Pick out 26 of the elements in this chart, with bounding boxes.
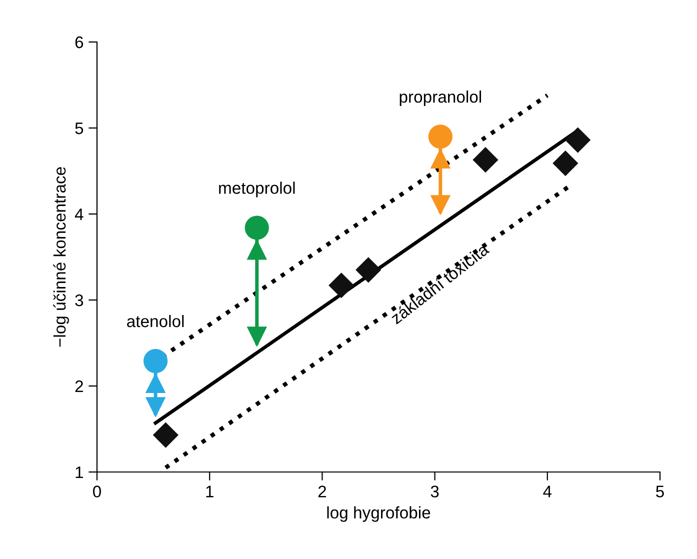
x-tick-label: 2 [318, 486, 326, 498]
annotation: metoprolol [219, 182, 295, 198]
point [328, 272, 354, 298]
point [472, 147, 498, 173]
point [564, 127, 591, 153]
x-tick-label: 1 [206, 486, 214, 498]
x-tick-label: 3 [430, 486, 439, 498]
point [152, 422, 178, 448]
point [356, 257, 382, 283]
point [552, 150, 578, 176]
y-tick-label: 2 [75, 380, 83, 392]
y-tick-label: 1 [76, 466, 83, 478]
point [244, 216, 269, 240]
y-tick-label: 6 [75, 36, 84, 48]
x-tick-label: 5 [656, 486, 664, 498]
y-axis-title: −log účinné koncentrace [53, 167, 69, 347]
y-tick-label: 4 [74, 208, 84, 220]
annotation: atenolol [127, 314, 184, 328]
annotation: propranolol [400, 90, 482, 106]
x-tick-label: 4 [543, 486, 552, 498]
x-axis-title: log hygrofobie [327, 506, 430, 522]
x-tick-label: 0 [93, 486, 101, 498]
y-tick-label: 3 [75, 294, 84, 306]
point [428, 124, 452, 149]
y-tick-label: 5 [75, 122, 84, 134]
point [144, 349, 168, 374]
